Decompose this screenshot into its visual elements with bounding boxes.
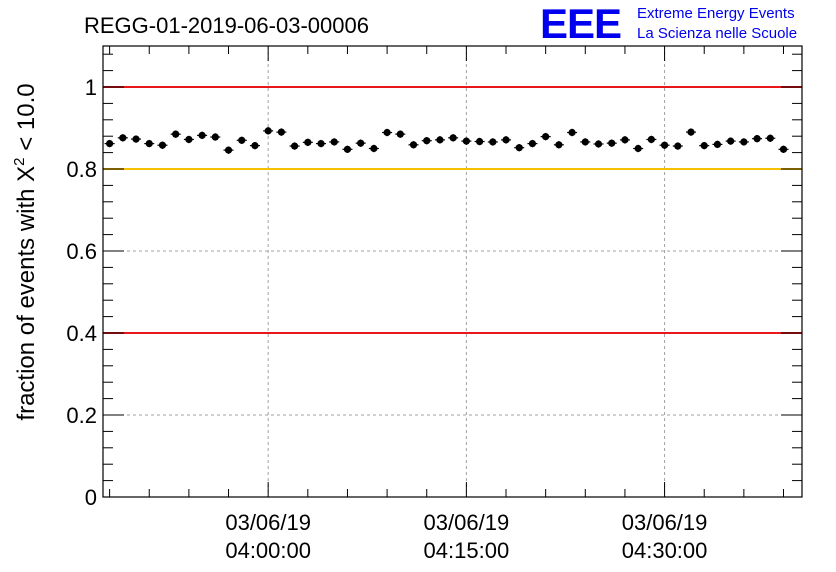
- y-axis-label-main: fraction of events with Χ: [13, 166, 40, 421]
- data-point: [119, 134, 127, 142]
- data-point: [145, 139, 153, 148]
- data-point: [304, 138, 312, 146]
- data-point: [462, 137, 470, 145]
- data-point: [727, 137, 735, 145]
- data-point: [700, 142, 708, 150]
- data-point: [172, 130, 180, 138]
- x-tick-label-date: 03/06/19: [424, 510, 510, 535]
- data-point: [674, 142, 682, 150]
- data-point: [277, 128, 285, 136]
- y-axis-label: fraction of events with Χ2 < 10.0: [11, 83, 40, 420]
- data-point: [423, 137, 431, 145]
- data-point: [687, 128, 695, 136]
- y-tick-label: 0.2: [66, 403, 97, 428]
- data-point: [779, 145, 788, 153]
- y-tick-label: 0.4: [66, 321, 97, 346]
- data-point: [449, 134, 457, 142]
- data-point: [475, 137, 484, 146]
- x-tick-label-date: 03/06/19: [622, 510, 708, 535]
- data-point: [740, 138, 748, 146]
- y-tick-label: 0.8: [66, 157, 97, 182]
- data-point: [251, 142, 259, 150]
- chart-title: REGG-01-2019-06-03-00006: [84, 13, 369, 38]
- y-axis-label-tail: < 10.0: [13, 83, 40, 157]
- data-point: [515, 144, 523, 152]
- data-point: [383, 128, 391, 137]
- y-tick-label: 0.6: [66, 239, 97, 264]
- data-point: [660, 141, 669, 149]
- data-point: [158, 141, 167, 149]
- y-axis-label-superscript: 2: [11, 157, 28, 165]
- data-point: [555, 141, 563, 149]
- logo-line-1: Extreme Energy Events: [637, 5, 795, 22]
- data-point: [132, 135, 140, 143]
- data-point: [608, 139, 616, 147]
- data-point: [489, 138, 497, 146]
- x-tick-label-time: 04:30:00: [622, 538, 708, 563]
- data-point: [409, 141, 418, 149]
- x-tick-label-time: 04:00:00: [225, 538, 311, 563]
- data-point: [343, 145, 352, 153]
- data-point: [436, 136, 444, 144]
- data-point: [290, 142, 299, 150]
- data-point: [502, 136, 510, 144]
- data-point: [594, 140, 603, 148]
- data-point: [634, 144, 642, 153]
- data-point: [238, 136, 246, 144]
- y-tick-label: 1: [85, 75, 97, 100]
- data-point: [396, 130, 404, 138]
- plot-frame: [102, 45, 803, 498]
- data-point: [581, 138, 589, 146]
- logo-mark: EEE: [540, 0, 621, 47]
- y-tick-label: 0: [85, 485, 97, 510]
- data-point: [198, 131, 206, 139]
- data-point: [766, 134, 774, 142]
- data-point: [542, 133, 550, 141]
- data-point: [317, 139, 325, 148]
- data-point: [211, 133, 219, 141]
- data-point: [528, 139, 537, 148]
- data-point: [357, 139, 365, 147]
- data-point: [647, 135, 655, 144]
- data-point: [621, 136, 629, 144]
- x-tick-label-time: 04:15:00: [424, 538, 510, 563]
- plot-area: 0 0.2 0.4 0.6 0.8 1 03/06/19 04:00:00 03/06/19 04…: [66, 45, 803, 563]
- data-point: [370, 144, 378, 153]
- data-point: [568, 128, 576, 137]
- eee-logo: EEE Extreme Energy Events La Scienza nel…: [540, 0, 797, 47]
- data-point: [224, 146, 233, 154]
- data-point: [106, 139, 114, 148]
- data-point: [264, 127, 272, 135]
- logo-line-2: La Scienza nelle Scuole: [637, 25, 797, 42]
- data-point: [185, 135, 193, 144]
- x-tick-label-date: 03/06/19: [225, 510, 311, 535]
- data-point: [713, 140, 722, 148]
- data-point: [753, 135, 761, 143]
- data-point: [330, 138, 338, 146]
